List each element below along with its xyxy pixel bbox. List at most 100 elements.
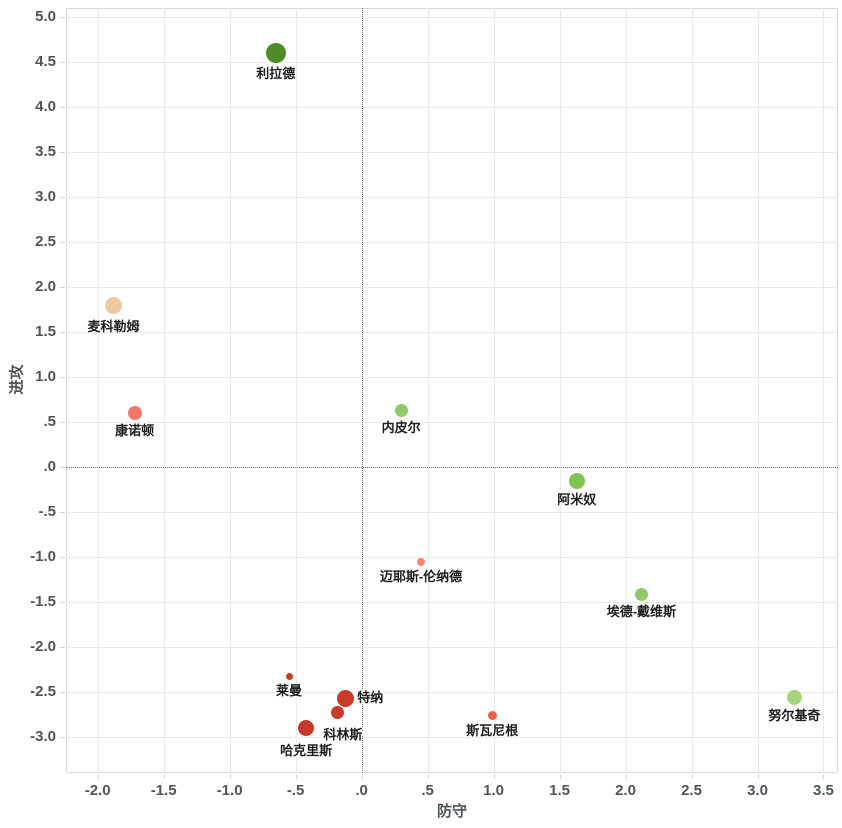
grid-line-horizontal xyxy=(66,557,838,558)
grid-line-horizontal xyxy=(66,107,838,108)
point-label: 康诺顿 xyxy=(115,423,155,438)
x-tick-label: 1.0 xyxy=(483,782,504,799)
grid-line-horizontal xyxy=(66,332,838,333)
data-point[interactable] xyxy=(127,406,142,420)
y-tick-mark xyxy=(60,62,65,63)
data-point[interactable] xyxy=(634,588,648,602)
grid-line-horizontal xyxy=(66,422,838,423)
grid-line-horizontal xyxy=(66,197,838,198)
point-label: 特纳 xyxy=(357,690,384,706)
data-point[interactable] xyxy=(285,673,293,681)
grid-line-vertical xyxy=(97,8,99,773)
y-tick-label: 1.5 xyxy=(35,323,56,340)
x-tick-label: 3.5 xyxy=(813,782,834,799)
grid-line-vertical xyxy=(295,8,297,773)
grid-line-vertical xyxy=(757,8,759,773)
x-tick-label: -1.0 xyxy=(216,782,243,799)
data-point[interactable] xyxy=(487,710,497,720)
grid-line-vertical xyxy=(691,8,693,773)
data-point[interactable] xyxy=(337,689,355,707)
grid-line-horizontal xyxy=(66,737,838,738)
y-tick-label: 5.0 xyxy=(35,8,56,25)
data-point[interactable] xyxy=(105,296,122,314)
y-tick-label: 2.5 xyxy=(35,233,56,250)
zero-line-vertical xyxy=(361,8,363,773)
point-label: 莱曼 xyxy=(276,683,303,699)
grid-line-vertical xyxy=(493,8,495,773)
grid-line-horizontal xyxy=(66,152,838,153)
y-tick-mark xyxy=(60,692,65,693)
data-point[interactable] xyxy=(298,720,315,736)
y-tick-label: 4.0 xyxy=(35,98,56,115)
y-tick-label: 3.0 xyxy=(35,188,56,205)
point-label: 阿米奴 xyxy=(557,491,597,507)
grid-line-horizontal xyxy=(66,602,838,603)
grid-line-horizontal xyxy=(66,647,838,648)
grid-line-horizontal xyxy=(66,17,838,18)
y-tick-mark xyxy=(60,602,65,603)
grid-line-vertical xyxy=(163,8,165,773)
y-tick-mark xyxy=(60,152,65,153)
point-label: 努尔基奇 xyxy=(768,707,821,723)
grid-line-horizontal xyxy=(66,692,838,693)
x-tick-mark xyxy=(361,774,363,779)
y-tick-label: 3.5 xyxy=(35,143,56,160)
grid-line-horizontal xyxy=(66,242,838,243)
data-point[interactable] xyxy=(416,557,425,566)
x-tick-label: -.5 xyxy=(286,782,305,799)
x-tick-mark xyxy=(229,774,231,779)
x-tick-label: -1.5 xyxy=(150,782,177,799)
y-tick-label: 1.0 xyxy=(35,368,56,385)
x-tick-label: 3.0 xyxy=(747,782,768,799)
y-tick-label: .5 xyxy=(43,413,56,430)
y-tick-mark xyxy=(60,467,65,468)
x-tick-mark xyxy=(493,774,495,779)
y-tick-mark xyxy=(60,647,65,648)
y-tick-label: 2.0 xyxy=(35,278,56,295)
x-tick-mark xyxy=(427,774,429,779)
grid-line-vertical xyxy=(823,8,825,773)
x-tick-mark xyxy=(757,774,759,779)
x-tick-label: .5 xyxy=(421,782,434,799)
grid-line-vertical xyxy=(559,8,561,773)
y-tick-mark xyxy=(60,377,65,378)
y-tick-mark xyxy=(60,422,65,423)
x-tick-mark xyxy=(823,774,825,779)
y-tick-label: -1.0 xyxy=(30,548,56,565)
data-point[interactable] xyxy=(568,472,585,489)
grid-line-horizontal xyxy=(66,287,838,288)
y-tick-mark xyxy=(60,197,65,198)
x-tick-mark xyxy=(163,774,165,779)
grid-line-vertical xyxy=(427,8,429,773)
y-tick-mark xyxy=(60,332,65,333)
x-tick-mark xyxy=(559,774,561,779)
x-tick-mark xyxy=(97,774,99,779)
point-label: 麦科勒姆 xyxy=(87,318,140,334)
point-label: 利拉德 xyxy=(256,66,296,81)
grid-line-horizontal xyxy=(66,512,838,513)
y-tick-label: 4.5 xyxy=(35,53,56,70)
point-label: 哈克里斯 xyxy=(280,743,333,758)
data-point[interactable] xyxy=(265,43,286,63)
y-tick-mark xyxy=(60,287,65,288)
x-tick-mark xyxy=(625,774,627,779)
y-tick-label: -.5 xyxy=(38,503,56,520)
x-tick-mark xyxy=(295,774,297,779)
plot-area xyxy=(66,8,838,773)
grid-line-vertical xyxy=(625,8,627,773)
point-label: 迈耶斯-伦纳德 xyxy=(379,568,463,584)
data-point[interactable] xyxy=(394,403,408,417)
y-tick-label: -2.5 xyxy=(30,683,56,700)
y-tick-mark xyxy=(60,512,65,513)
data-point[interactable] xyxy=(786,689,802,705)
data-point[interactable] xyxy=(331,706,345,720)
grid-line-horizontal xyxy=(66,62,838,63)
grid-line-horizontal xyxy=(66,377,838,378)
zero-line-horizontal xyxy=(66,467,838,468)
point-label: 斯瓦尼根 xyxy=(466,722,519,738)
x-axis-label: 防守 xyxy=(436,803,467,820)
y-tick-mark xyxy=(60,17,65,18)
y-tick-mark xyxy=(60,557,65,558)
y-tick-label: .0 xyxy=(43,458,56,475)
